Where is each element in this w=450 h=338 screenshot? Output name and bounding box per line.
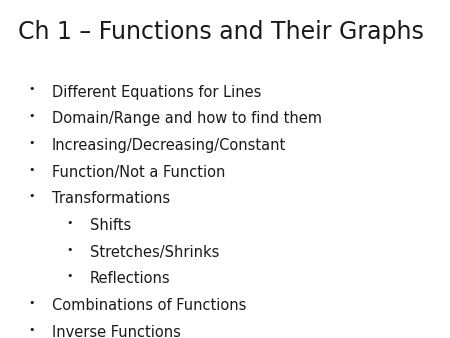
Text: Shifts: Shifts — [90, 218, 131, 233]
Text: Inverse Functions: Inverse Functions — [52, 325, 180, 338]
Text: •: • — [28, 298, 35, 308]
Text: •: • — [28, 191, 35, 201]
Text: Stretches/Shrinks: Stretches/Shrinks — [90, 245, 220, 260]
Text: •: • — [67, 218, 73, 228]
Text: Increasing/Decreasing/Constant: Increasing/Decreasing/Constant — [52, 138, 286, 153]
Text: •: • — [28, 325, 35, 335]
Text: Function/Not a Function: Function/Not a Function — [52, 165, 225, 179]
Text: •: • — [67, 271, 73, 282]
Text: Reflections: Reflections — [90, 271, 171, 286]
Text: •: • — [28, 84, 35, 95]
Text: •: • — [28, 111, 35, 121]
Text: •: • — [28, 138, 35, 148]
Text: Domain/Range and how to find them: Domain/Range and how to find them — [52, 111, 322, 126]
Text: Combinations of Functions: Combinations of Functions — [52, 298, 246, 313]
Text: •: • — [67, 245, 73, 255]
Text: •: • — [28, 165, 35, 175]
Text: Transformations: Transformations — [52, 191, 170, 206]
Text: Ch 1 – Functions and Their Graphs: Ch 1 – Functions and Their Graphs — [18, 20, 424, 44]
Text: Different Equations for Lines: Different Equations for Lines — [52, 84, 261, 99]
